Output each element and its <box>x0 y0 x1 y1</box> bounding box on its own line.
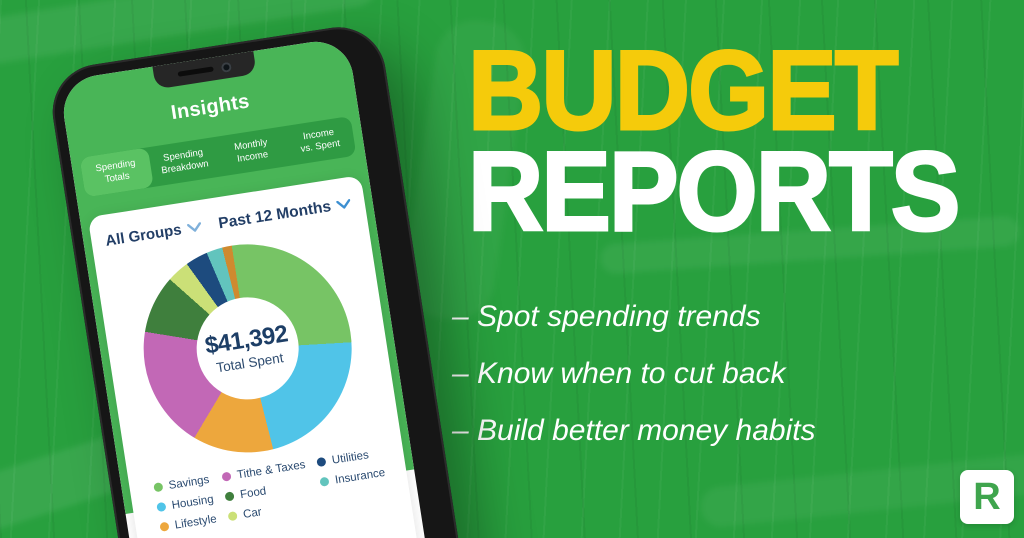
legend-dot-icon <box>153 482 164 493</box>
legend-item: Car <box>227 498 313 523</box>
legend-label: Lifestyle <box>173 512 218 532</box>
legend-label: Housing <box>170 493 215 512</box>
legend-dot-icon <box>159 521 170 533</box>
chart-legend: Savings Housing Lifestyle Tithe & Taxes Food… <box>153 446 397 538</box>
legend-dot-icon <box>221 471 232 482</box>
feature-bullet: Know when to cut back <box>452 345 816 402</box>
legend-label: Utilities <box>331 448 370 467</box>
chart-filters: All Groups Past 12 Months <box>104 195 352 251</box>
ramsey-logo: R <box>960 470 1014 524</box>
chevron-down-icon <box>336 199 351 209</box>
headline-reports: REPORTS <box>467 129 962 254</box>
legend-label: Tithe & Taxes <box>236 458 307 482</box>
legend-item: Housing <box>156 493 214 514</box>
spending-donut-chart: $41,392 Total Spent <box>128 229 367 467</box>
legend-item: Lifestyle <box>159 513 217 534</box>
ramsey-r-letter: R <box>973 476 1001 518</box>
legend-label: Insurance <box>334 466 386 487</box>
group-filter-label: All Groups <box>104 221 183 251</box>
legend-dot-icon <box>156 502 167 513</box>
speaker-slot <box>177 66 214 77</box>
tab-3[interactable]: Income vs. Spent <box>299 126 341 155</box>
legend-dot-icon <box>227 511 239 522</box>
spending-totals-card: All Groups Past 12 Months <box>87 174 437 538</box>
legend-dot-icon <box>319 476 330 488</box>
legend-label: Savings <box>167 473 211 492</box>
feature-bullet: Spot spending trends <box>452 288 816 345</box>
tab-0[interactable]: Spending Totals <box>79 147 154 198</box>
phone-screen: Insights Spending Totals Spending Breakdo… <box>58 36 445 538</box>
legend-dot-icon <box>224 491 235 502</box>
front-camera <box>220 61 233 73</box>
period-filter-dropdown[interactable]: Past 12 Months <box>217 195 352 233</box>
group-filter-dropdown[interactable]: All Groups <box>104 218 202 250</box>
chevron-down-icon <box>186 222 201 233</box>
tab-2[interactable]: Monthly Income <box>233 137 269 165</box>
tab-1[interactable]: Spending Breakdown <box>160 146 210 177</box>
feature-bullet: Build better money habits <box>452 402 816 459</box>
phone-mockup: Insights Spending Totals Spending Breakdo… <box>46 20 483 538</box>
legend-dot-icon <box>316 457 327 468</box>
feature-bullet-list: Spot spending trendsKnow when to cut bac… <box>452 288 816 459</box>
period-filter-label: Past 12 Months <box>217 197 333 233</box>
legend-label: Food <box>239 485 268 501</box>
legend-label: Car <box>242 506 263 521</box>
legend-item: Savings <box>153 473 211 494</box>
legend-item: Utilities <box>316 447 383 469</box>
headline: BUDGET REPORTS <box>467 28 962 254</box>
donut-center: $41,392 Total Spent <box>189 289 306 407</box>
legend-item: Insurance <box>319 467 386 489</box>
headline-budget: BUDGET <box>467 28 900 153</box>
